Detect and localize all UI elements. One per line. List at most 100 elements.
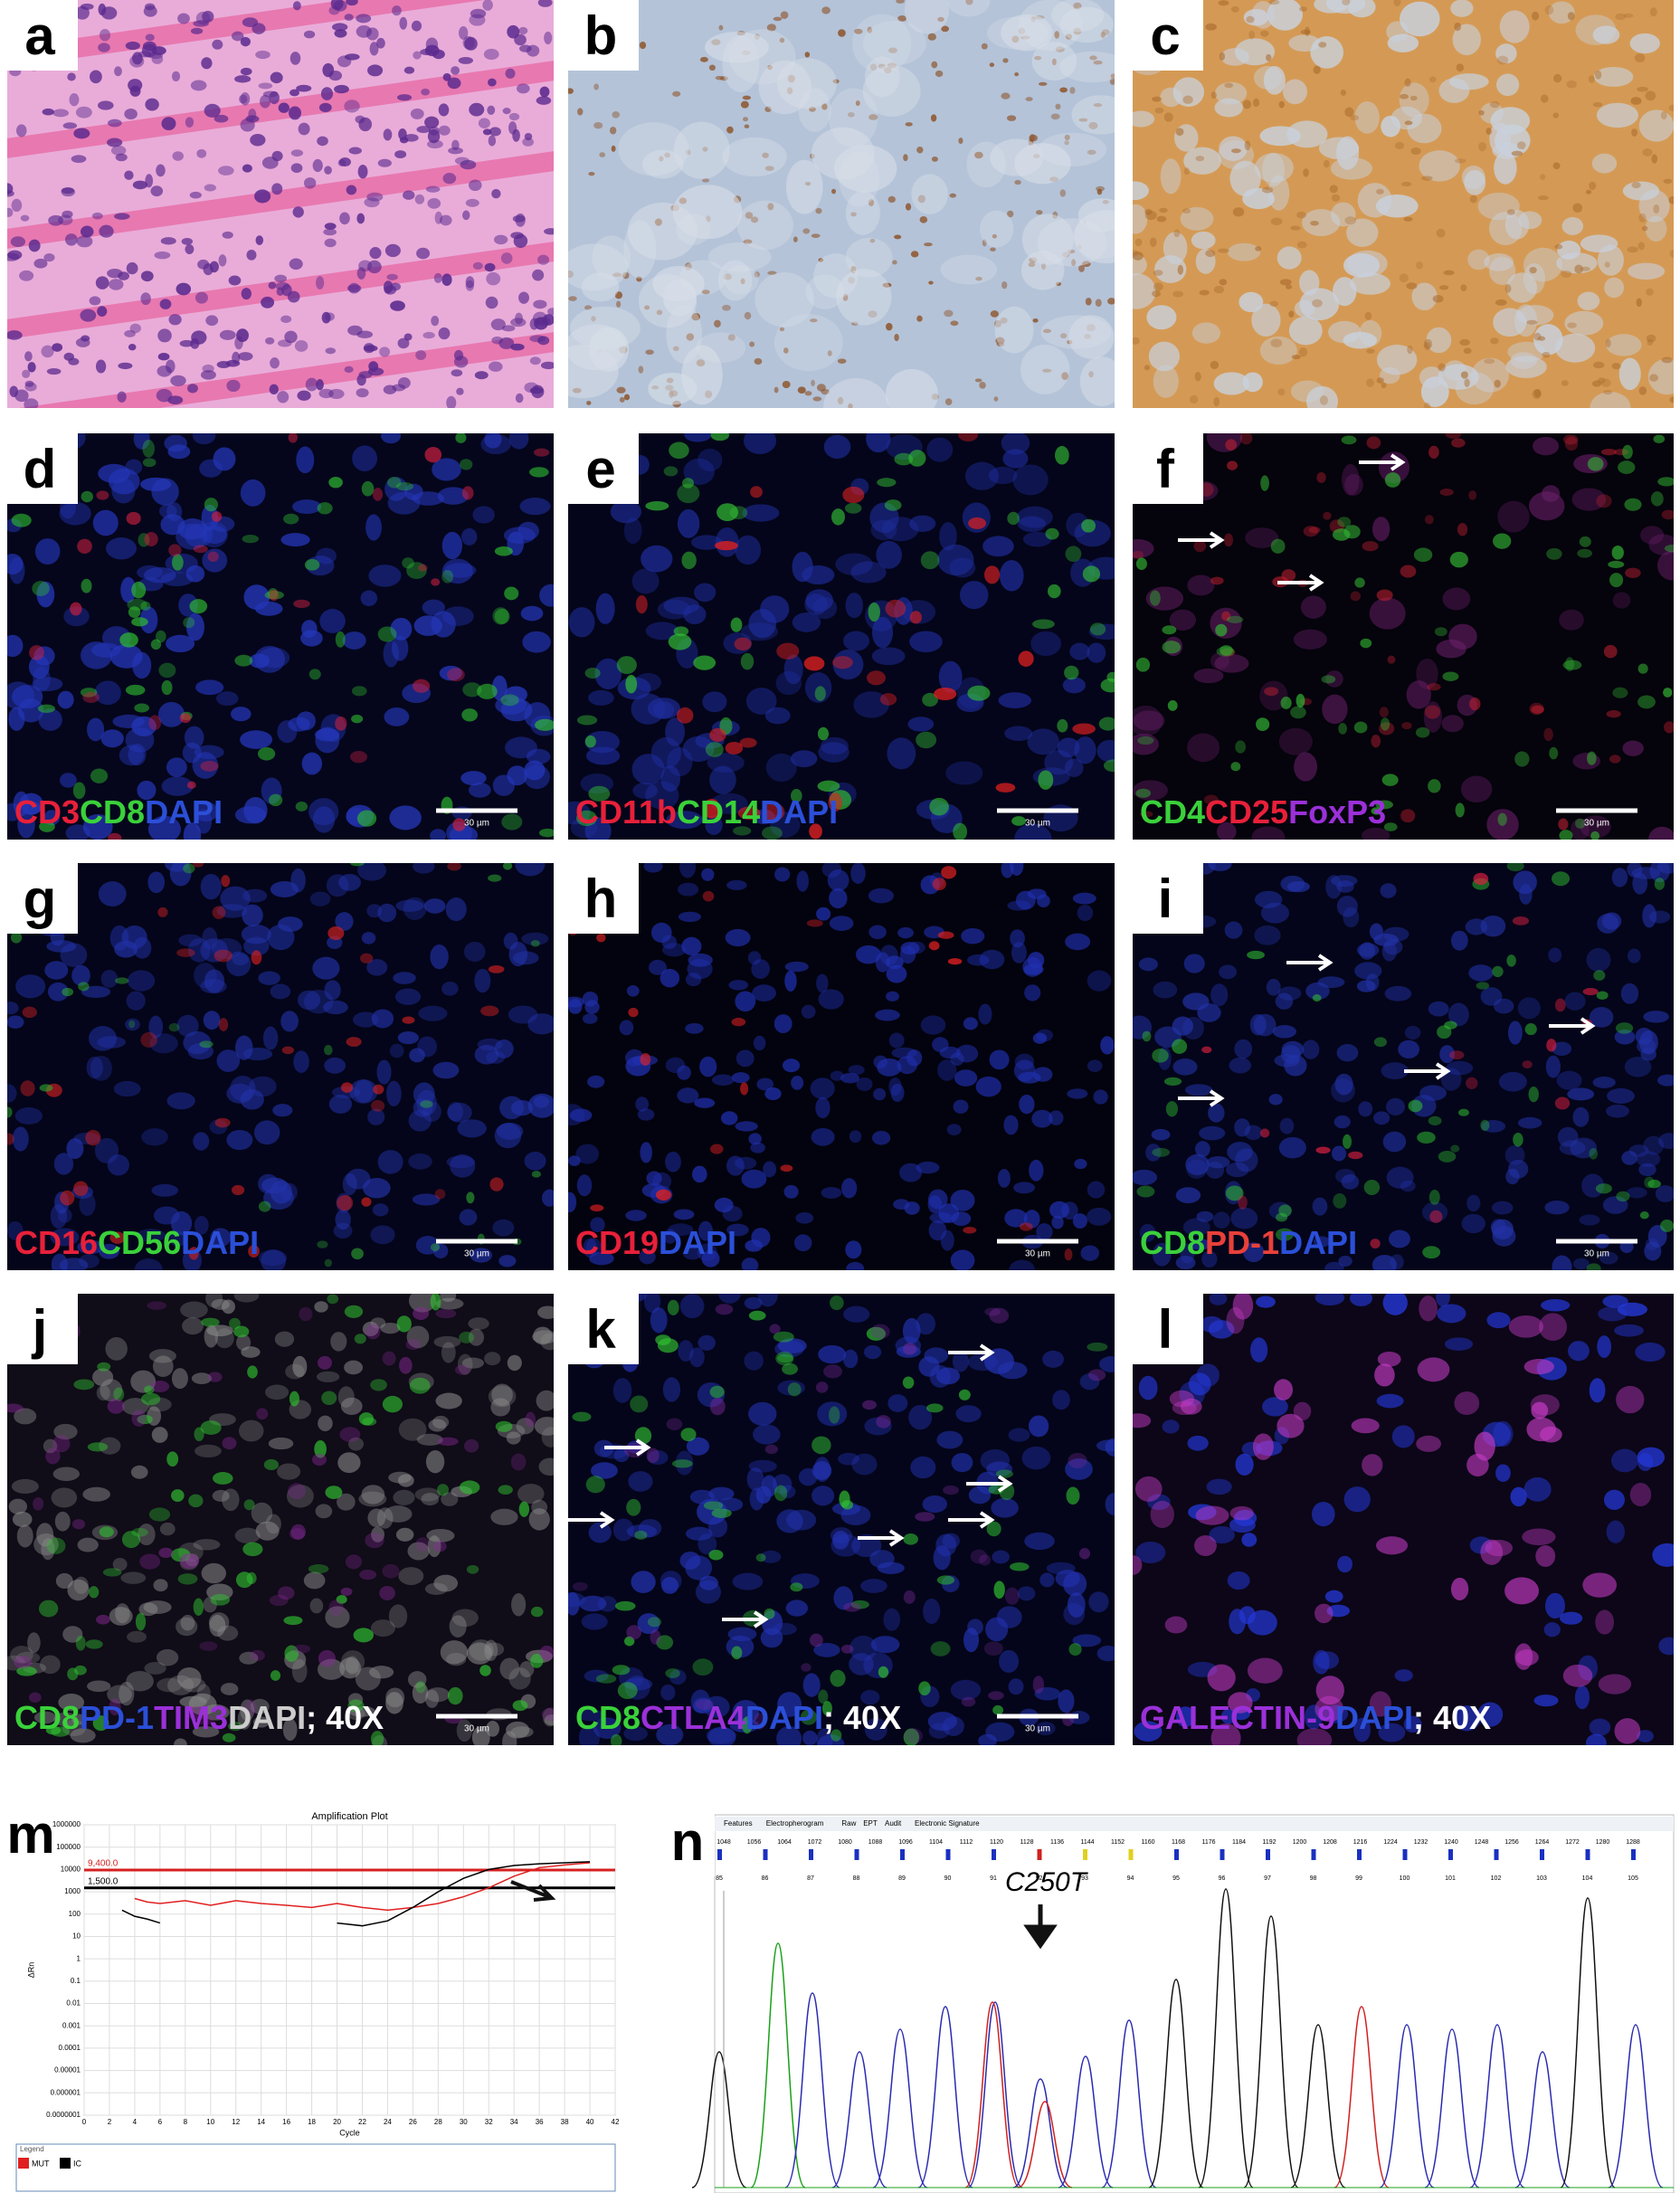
- cell: [845, 237, 893, 278]
- cell: [526, 748, 551, 764]
- cell: [1585, 1733, 1607, 1745]
- cell: [717, 260, 753, 301]
- cell: [622, 271, 630, 280]
- cell: [989, 62, 995, 68]
- cell: [152, 1355, 174, 1378]
- cell: [671, 1459, 693, 1468]
- cell: [38, 708, 62, 731]
- cell: [1153, 365, 1179, 398]
- cell: [1311, 1502, 1335, 1527]
- cell: [1270, 538, 1286, 554]
- cell: [1073, 2, 1082, 10]
- cell: [81, 985, 111, 999]
- cell: [280, 533, 310, 547]
- cell: [926, 437, 954, 462]
- cell: [846, 1261, 865, 1270]
- cell: [816, 1728, 833, 1745]
- cell: [1602, 1295, 1628, 1308]
- cell: [179, 713, 192, 724]
- cell: [328, 388, 345, 399]
- cell: [98, 881, 127, 907]
- cell: [1549, 746, 1559, 760]
- cell: [725, 741, 744, 755]
- cell: [222, 1437, 237, 1450]
- cell: [372, 488, 384, 501]
- cell: [1350, 591, 1362, 602]
- cell: [772, 1474, 793, 1495]
- cell: [813, 1457, 831, 1483]
- cell: [628, 1471, 653, 1492]
- cell: [958, 1389, 971, 1400]
- cell: [1088, 121, 1098, 129]
- cell: [308, 669, 321, 680]
- cell: [157, 365, 172, 377]
- stain-name: DAPI: [760, 793, 838, 831]
- cell: [1251, 303, 1281, 337]
- cell: [1189, 1239, 1210, 1250]
- cell: [515, 393, 524, 403]
- cell: [1059, 6, 1114, 43]
- cell: [1232, 1294, 1254, 1320]
- cell: [731, 1646, 743, 1660]
- cell: [887, 1394, 908, 1412]
- position-label: 1096: [898, 1839, 913, 1846]
- cell: [938, 660, 963, 693]
- tissue-band: [7, 0, 485, 68]
- cell: [536, 96, 552, 105]
- cell: [1372, 1254, 1397, 1270]
- cell: [456, 387, 464, 395]
- cell: [204, 969, 225, 993]
- cell: [190, 27, 204, 34]
- cell: [109, 279, 124, 290]
- cell: [538, 1457, 554, 1476]
- cell: [107, 1399, 125, 1414]
- cell: [491, 188, 501, 199]
- x-tick-label: 26: [409, 2118, 417, 2126]
- cell: [650, 1629, 661, 1645]
- cell: [666, 305, 703, 365]
- cell: [202, 10, 214, 23]
- cell: [1146, 305, 1177, 330]
- cell: [698, 448, 723, 472]
- cell: [862, 65, 921, 117]
- cell: [584, 1000, 600, 1014]
- cell: [72, 782, 86, 800]
- cell: [631, 568, 660, 594]
- cell: [764, 1444, 778, 1455]
- cell: [1604, 261, 1610, 268]
- position-label: 1064: [777, 1839, 792, 1846]
- cell: [1404, 120, 1413, 126]
- cell: [1133, 251, 1144, 261]
- cell: [982, 239, 987, 247]
- base-number: 99: [1355, 1875, 1362, 1882]
- cell: [1378, 1723, 1406, 1742]
- cell: [202, 1704, 230, 1721]
- cell: [450, 1153, 476, 1178]
- cell: [297, 990, 321, 1011]
- base-number: 94: [1127, 1875, 1134, 1882]
- cell: [918, 1681, 931, 1696]
- cell: [635, 1096, 650, 1112]
- cell: [1137, 736, 1154, 745]
- cell: [221, 875, 231, 888]
- cell: [922, 692, 938, 707]
- cell: [1591, 153, 1618, 174]
- cell: [1268, 0, 1280, 5]
- cell: [1315, 1603, 1334, 1624]
- cell: [1354, 577, 1365, 588]
- cell: [1038, 770, 1054, 790]
- scale-bar-label: 30 µm: [1025, 1724, 1050, 1734]
- cell: [397, 337, 410, 349]
- cell: [675, 1450, 694, 1476]
- cell: [292, 499, 322, 514]
- cell: [1065, 33, 1073, 40]
- cell: [283, 513, 299, 525]
- cell: [408, 1153, 432, 1170]
- cell: [831, 508, 845, 526]
- cell: [194, 1216, 209, 1235]
- cell: [937, 16, 944, 23]
- cell: [1602, 1196, 1628, 1214]
- cell: [124, 109, 138, 120]
- cell: [801, 1663, 812, 1672]
- base-number: 97: [1264, 1875, 1271, 1882]
